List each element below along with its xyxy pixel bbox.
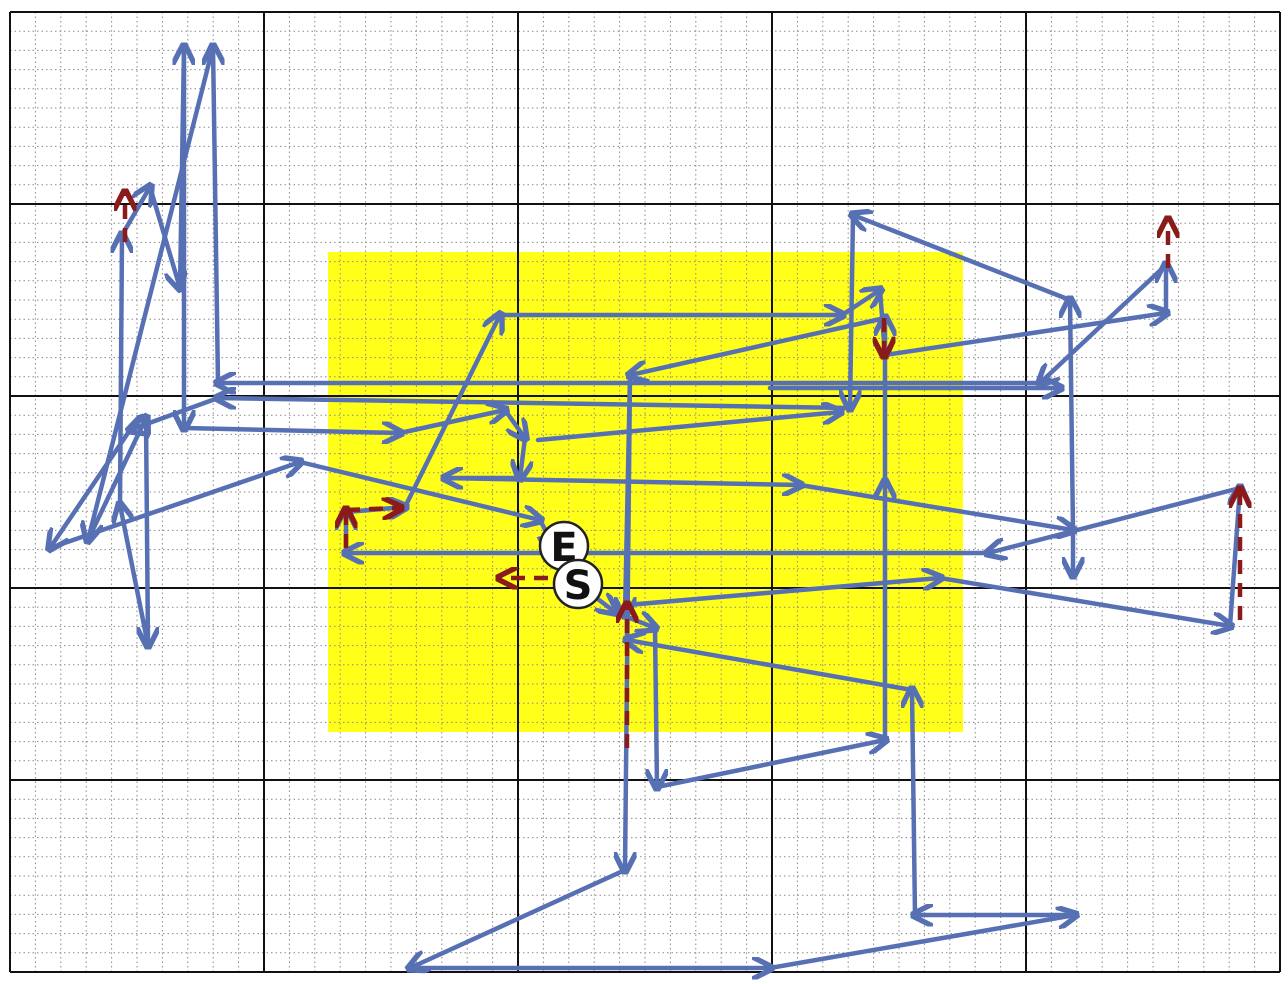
path-arrow-icon bbox=[1070, 300, 1073, 533]
path-arrow-icon bbox=[146, 415, 148, 645]
path-arrow-icon bbox=[627, 640, 915, 693]
path-arrow-icon bbox=[410, 867, 628, 968]
path-arrow-icon bbox=[120, 235, 122, 508]
path-arrow-icon bbox=[853, 215, 1073, 303]
path-arrow-icon bbox=[50, 427, 133, 548]
path-arrow-icon bbox=[218, 398, 853, 411]
path-arrow-icon bbox=[85, 418, 146, 543]
start-marker: S bbox=[552, 558, 604, 610]
path-arrow-icon bbox=[655, 625, 657, 787]
end-marker: E bbox=[538, 520, 590, 572]
path-arrow-icon bbox=[797, 482, 1073, 530]
path-arrow-icon bbox=[937, 575, 1230, 626]
path-arrow-icon bbox=[181, 428, 400, 433]
path-arrow-icon bbox=[130, 395, 221, 430]
correction-arrow-icon bbox=[345, 508, 400, 510]
path-arrow-icon bbox=[912, 690, 915, 918]
correction-segments bbox=[125, 193, 1240, 748]
path-arrow-icon bbox=[397, 410, 505, 436]
path-arrow-icon bbox=[839, 290, 880, 318]
path-arrow-icon bbox=[630, 315, 888, 375]
path-arrow-icon bbox=[297, 459, 540, 520]
path-arrow-icon bbox=[502, 407, 525, 438]
path-arrow-icon bbox=[767, 915, 1075, 971]
path-arrow-icon bbox=[850, 212, 853, 408]
path-arrow-icon bbox=[402, 315, 500, 510]
start-marker-label: S bbox=[564, 563, 593, 609]
path-arrow-icon bbox=[47, 462, 300, 551]
path-arrow-icon bbox=[520, 435, 525, 478]
path-arrow-icon bbox=[442, 478, 800, 485]
path-arrow-icon bbox=[535, 412, 840, 443]
path-arrow-icon bbox=[988, 485, 1243, 553]
path-arrow-icon bbox=[1040, 262, 1169, 383]
path-arrow-icon bbox=[624, 578, 940, 608]
path-arrow-icon bbox=[625, 372, 630, 615]
path-arrow-icon bbox=[119, 187, 150, 238]
path-arrow-icon bbox=[213, 47, 218, 386]
path-arrow-icon bbox=[654, 740, 885, 790]
start-marker-circle bbox=[552, 558, 604, 610]
path-arrow-icon bbox=[147, 184, 180, 288]
path-arrow-icon bbox=[120, 505, 151, 648]
path-arrow-icon bbox=[882, 313, 1166, 358]
major-grid bbox=[9, 11, 1281, 973]
path-arrow-icon bbox=[1230, 488, 1240, 629]
path-segments bbox=[50, 47, 1240, 968]
